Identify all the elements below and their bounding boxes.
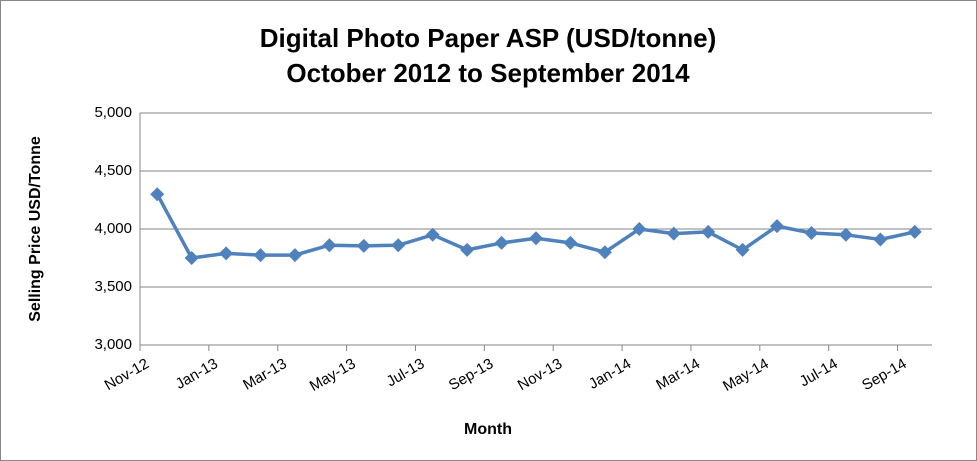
point-marker — [425, 227, 440, 242]
point-marker — [494, 235, 509, 250]
point-marker — [873, 232, 888, 247]
point-marker — [735, 242, 750, 257]
point-marker — [219, 246, 234, 261]
y-tick-label: 4,000 — [94, 220, 132, 237]
chart-subtitle: October 2012 to September 2014 — [286, 58, 690, 88]
x-axis-title: Month — [464, 421, 512, 438]
y-tick-label: 5,000 — [94, 104, 132, 121]
point-marker — [460, 242, 475, 257]
point-marker — [597, 245, 612, 260]
y-axis-title: Selling Price USD/Tonne — [27, 136, 44, 322]
point-marker — [632, 222, 647, 236]
y-tick-label: 4,500 — [94, 162, 132, 179]
y-tick-label: 3,000 — [94, 336, 132, 353]
point-marker — [322, 238, 337, 253]
point-marker — [391, 238, 406, 253]
point-marker — [701, 224, 716, 239]
y-tick-label: 3,500 — [94, 278, 132, 295]
point-marker — [804, 226, 819, 241]
point-marker — [356, 238, 371, 253]
point-marker — [666, 226, 681, 241]
point-marker — [770, 219, 785, 234]
point-marker — [563, 235, 578, 250]
point-marker — [907, 224, 922, 239]
point-marker — [287, 248, 302, 263]
chart-title: Digital Photo Paper ASP (USD/tonne) — [260, 23, 716, 53]
point-marker — [184, 251, 199, 265]
point-marker — [150, 187, 165, 202]
point-marker — [253, 248, 268, 263]
point-marker — [838, 227, 853, 242]
point-marker — [529, 231, 543, 246]
